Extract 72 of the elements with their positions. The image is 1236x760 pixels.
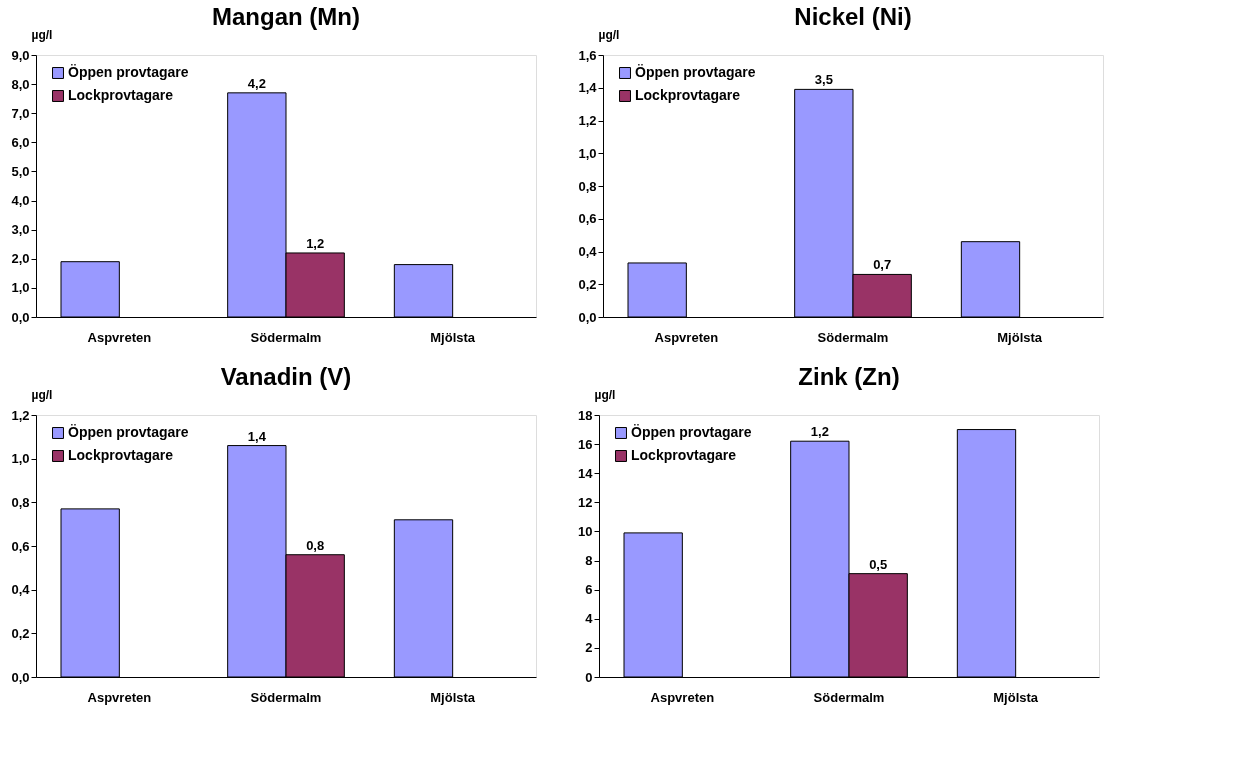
y-tick-label: 1,6 [578, 47, 597, 63]
y-tick-label: 8 [585, 553, 593, 569]
y-tick-label: 6,0 [11, 134, 30, 150]
x-tick-label: Aspvreten [654, 329, 719, 345]
y-tick-label: 8,0 [11, 76, 30, 92]
y-tick-label: 9,0 [11, 47, 30, 63]
y-tick-label: 0,6 [11, 538, 30, 554]
y-tick-label: 1,0 [578, 145, 597, 161]
y-tick-label: 0,0 [578, 309, 597, 325]
y-tick-label: 7,0 [11, 105, 30, 121]
y-axis-title: µg/l [598, 27, 620, 42]
legend-label: Lockprovtagare [635, 87, 741, 103]
y-tick-label: 1,4 [578, 80, 598, 96]
y-tick-label: 10 [578, 523, 593, 539]
y-tick-label: 0,8 [578, 178, 597, 194]
y-tick-label: 1,0 [11, 451, 30, 467]
y-tick-label: 0,4 [11, 582, 31, 598]
x-tick-label: Södermalm [817, 329, 889, 345]
annotation: 1,4 [247, 428, 267, 444]
y-tick-label: 4,0 [11, 193, 30, 209]
annotation: 3,5 [814, 72, 833, 88]
annotation: 0,7 [873, 257, 892, 273]
y-axis-title: µg/l [594, 387, 616, 402]
legend-label: Lockprovtagare [68, 447, 174, 463]
x-tick-label: Södermalm [813, 689, 885, 705]
x-tick-label: Mjölsta [430, 689, 476, 705]
x-tick-label: Södermalm [250, 329, 322, 345]
chart-title: Zink (Zn) [798, 363, 900, 390]
annotation: 0,8 [306, 537, 325, 553]
y-tick-label: 1,0 [11, 280, 30, 296]
y-tick-label: 18 [578, 407, 593, 423]
y-tick-label: 14 [578, 465, 594, 481]
legend-label: Öppen provtagare [68, 64, 189, 80]
x-tick-label: Aspvreten [87, 329, 152, 345]
x-tick-label: Mjölsta [997, 329, 1043, 345]
annotation: 1,2 [306, 235, 325, 251]
y-tick-label: 2 [585, 640, 593, 656]
y-tick-label: 3,0 [11, 222, 30, 238]
annotation: 0,5 [869, 556, 888, 572]
y-tick-label: 0,6 [578, 211, 597, 227]
y-axis-title: µg/l [31, 387, 53, 402]
y-tick-label: 1,2 [11, 407, 30, 423]
y-tick-label: 0,0 [11, 669, 30, 685]
y-axis-title: µg/l [31, 27, 53, 42]
x-tick-label: Södermalm [250, 689, 322, 705]
y-tick-label: 12 [578, 494, 593, 510]
y-tick-label: 0,2 [11, 625, 30, 641]
x-tick-label: Aspvreten [650, 689, 715, 705]
y-tick-label: 6 [585, 582, 593, 598]
annotation: 4,2 [247, 75, 266, 91]
chart-title: Vanadin (V) [220, 363, 352, 390]
y-tick-label: 0,2 [578, 276, 597, 292]
legend-label: Öppen provtagare [635, 64, 756, 80]
chart-title: Nickel (Ni) [794, 3, 912, 30]
y-tick-label: 0 [585, 669, 593, 685]
legend-label: Lockprovtagare [68, 87, 174, 103]
x-tick-label: Mjölsta [430, 329, 476, 345]
x-tick-label: Aspvreten [87, 689, 152, 705]
y-tick-label: 2,0 [11, 251, 30, 267]
y-tick-label: 0,4 [578, 244, 598, 259]
y-tick-label: 16 [578, 436, 593, 452]
y-tick-label: 1,2 [578, 113, 597, 128]
y-tick-label: 5,0 [11, 163, 30, 179]
annotation: 1,2 [810, 424, 829, 440]
x-tick-label: Mjölsta [993, 689, 1039, 705]
legend-label: Lockprovtagare [631, 447, 737, 463]
y-tick-label: 0,0 [11, 309, 30, 325]
chart-title: Mangan (Mn) [212, 3, 360, 30]
y-tick-label: 4 [585, 611, 594, 627]
legend-label: Öppen provtagare [68, 424, 189, 440]
legend-label: Öppen provtagare [631, 424, 752, 440]
y-tick-label: 0,8 [11, 494, 30, 510]
